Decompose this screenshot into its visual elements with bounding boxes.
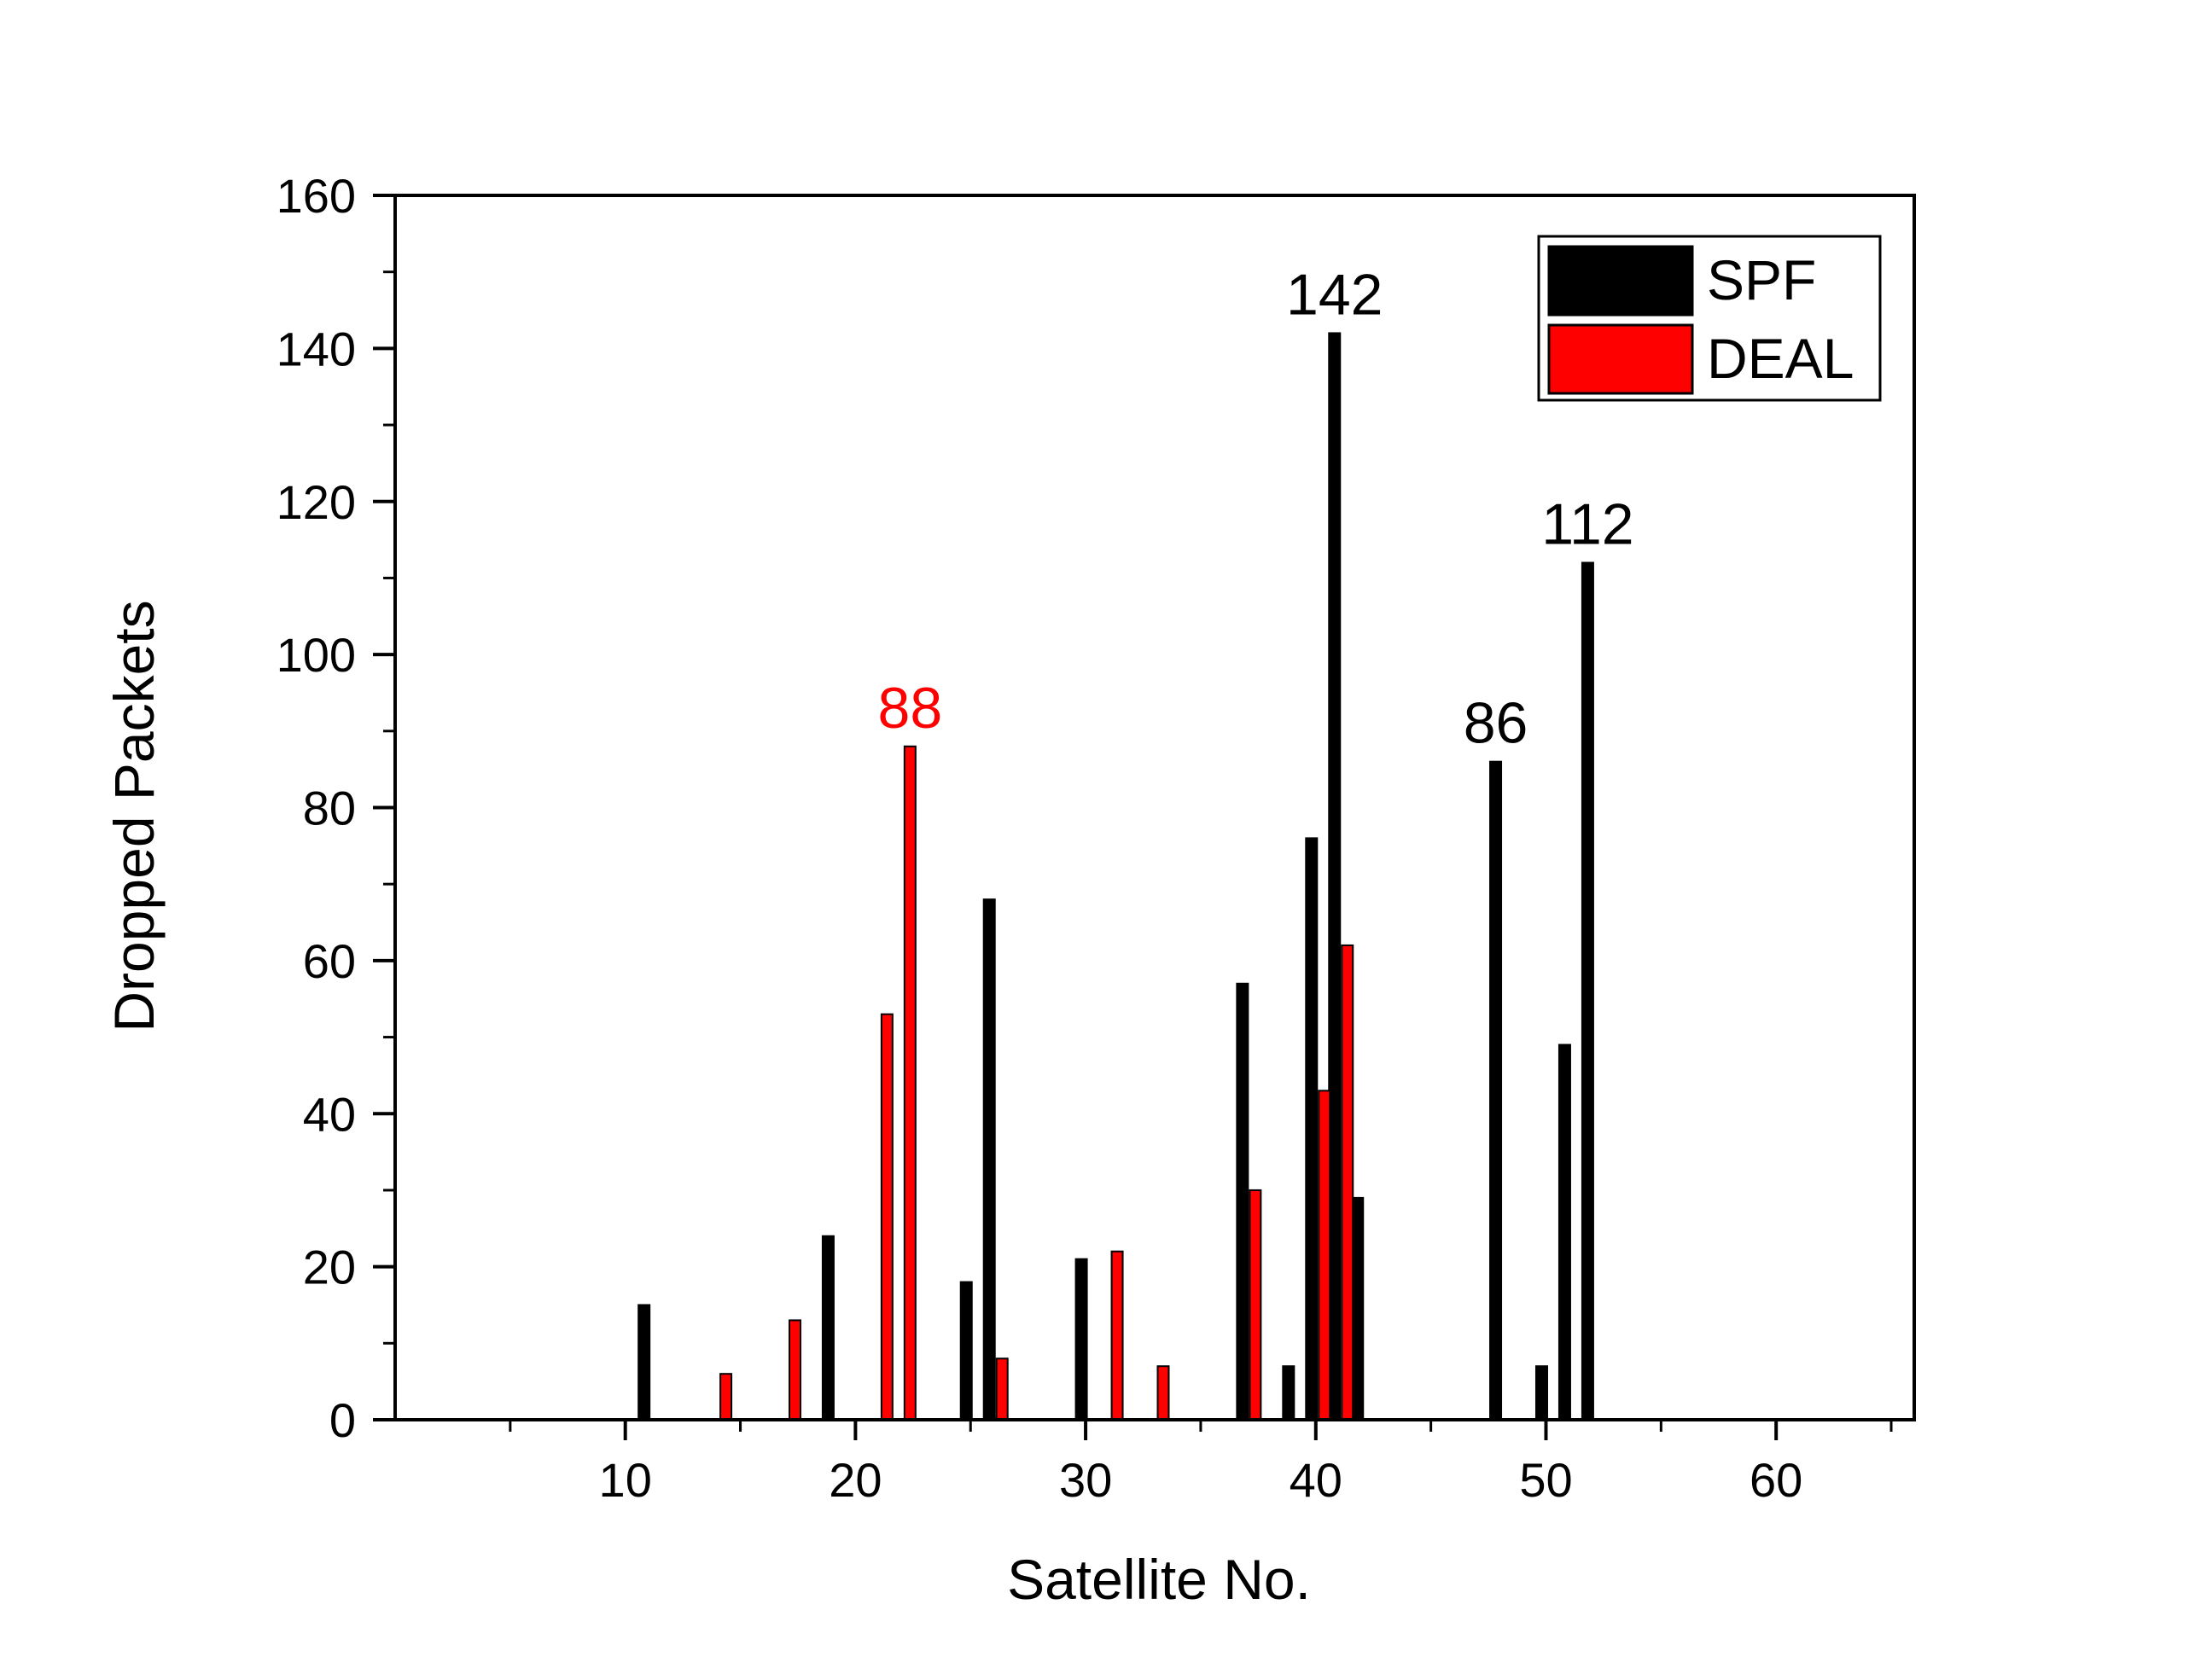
data-label-86: 86	[1464, 691, 1528, 756]
bar-spf-50	[1534, 1365, 1548, 1421]
bars-group	[638, 332, 1594, 1421]
y-axis-label: Dropped Packets	[102, 600, 166, 1032]
bar-spf-52	[1581, 561, 1594, 1421]
x-tick-label: 10	[599, 1453, 652, 1507]
bar-spf-51	[1557, 1043, 1571, 1421]
legend-label-spf: SPF	[1707, 248, 1816, 311]
legend: SPF DEAL	[1537, 235, 1882, 402]
y-tick-label: 40	[303, 1087, 356, 1141]
bar-spf-26	[982, 898, 996, 1421]
legend-swatch-spf	[1547, 245, 1694, 317]
y-tick-label: 140	[277, 322, 356, 375]
bar-spf-25	[959, 1281, 973, 1421]
bar-spf-37	[1236, 982, 1249, 1421]
bar-deal-41	[1341, 944, 1354, 1421]
data-label-142: 142	[1286, 262, 1383, 327]
bar-deal-26	[995, 1357, 1009, 1421]
bar-deal-31	[1110, 1250, 1124, 1421]
bar-spf-19	[821, 1235, 835, 1421]
x-tick-label: 40	[1290, 1453, 1342, 1507]
bar-deal-21	[880, 1013, 894, 1421]
x-tick-label: 20	[829, 1453, 882, 1507]
data-label-88: 88	[878, 676, 943, 741]
bar-deal-22	[903, 745, 917, 1421]
y-tick-label: 20	[303, 1241, 356, 1294]
x-tick-label: 30	[1059, 1453, 1112, 1507]
bar-deal-33	[1156, 1365, 1170, 1421]
ticks-group: 10 20 30 40 50 60 0 20 40 60 80 100 120 140 160	[277, 169, 1893, 1507]
y-tick-label: 60	[303, 934, 356, 988]
y-tick-label: 0	[329, 1393, 356, 1447]
bar-spf-39	[1282, 1365, 1295, 1421]
x-tick-label: 50	[1519, 1453, 1572, 1507]
y-tick-label: 100	[277, 628, 356, 682]
bar-spf-48	[1489, 760, 1503, 1421]
y-tick-label: 80	[303, 782, 356, 835]
y-tick-label: 160	[277, 169, 356, 223]
bar-deal-17	[788, 1319, 801, 1421]
bar-deal-14	[719, 1373, 733, 1421]
bar-spf-30	[1074, 1258, 1088, 1421]
data-label-112: 112	[1541, 492, 1633, 557]
bar-spf-11	[638, 1304, 651, 1421]
bar-deal-37	[1249, 1189, 1262, 1421]
x-tick-label: 60	[1750, 1453, 1802, 1507]
annotations-group: 88 142 86 112	[878, 262, 1634, 755]
bar-deal-40	[1318, 1090, 1331, 1421]
legend-swatch-deal	[1547, 323, 1694, 395]
bar-spf-40	[1305, 837, 1319, 1421]
x-axis-label: Satellite No.	[1007, 1548, 1311, 1611]
y-tick-label: 120	[277, 475, 356, 529]
legend-label-deal: DEAL	[1707, 327, 1854, 390]
